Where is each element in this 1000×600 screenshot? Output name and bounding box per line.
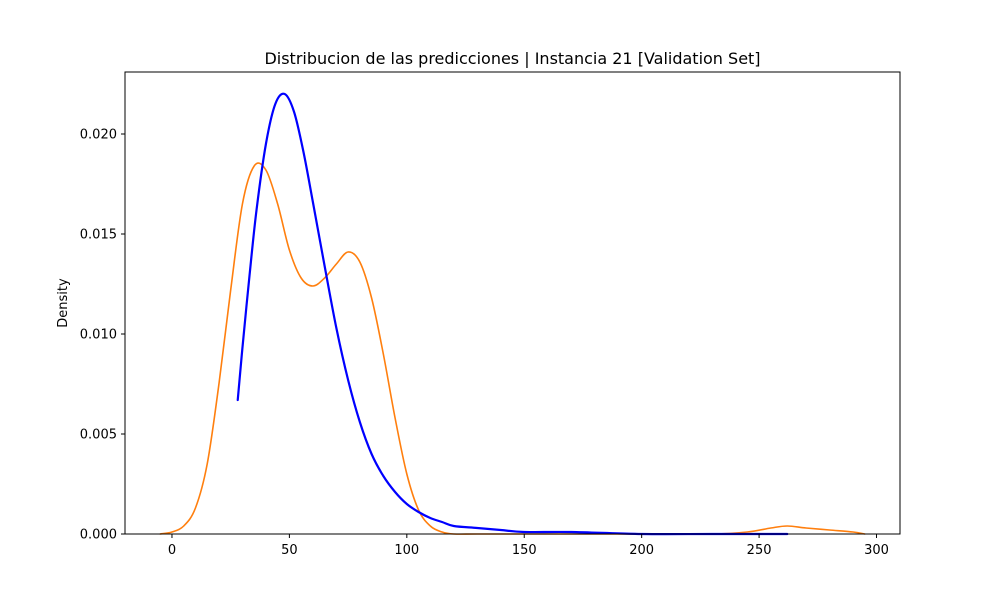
chart-title: Distribucion de las predicciones | Insta… (264, 49, 760, 68)
x-tick-label: 0 (168, 543, 176, 558)
x-tick-label: 150 (512, 543, 537, 558)
x-tick-label: 200 (629, 543, 654, 558)
y-tick-label: 0.010 (80, 328, 117, 343)
y-tick-label: 0.015 (80, 228, 117, 243)
x-tick-label: 300 (864, 543, 889, 558)
series-line-2 (236, 92, 789, 536)
x-tick-label: 100 (394, 543, 419, 558)
x-tick-label: 50 (281, 543, 298, 558)
y-tick-label: 0.005 (80, 428, 117, 443)
plot-frame (124, 71, 901, 535)
series-line-1 (159, 162, 866, 535)
y-tick-label: 0.020 (80, 128, 117, 143)
series-layer (159, 92, 866, 536)
y-axis-label: Density (56, 278, 71, 328)
x-tick-label: 250 (747, 543, 772, 558)
y-tick-label: 0.000 (80, 528, 117, 543)
axis-layer: 0 50 100 150 200 250 300 0.000 0.005 0.010 0.015 0.… (80, 128, 889, 559)
